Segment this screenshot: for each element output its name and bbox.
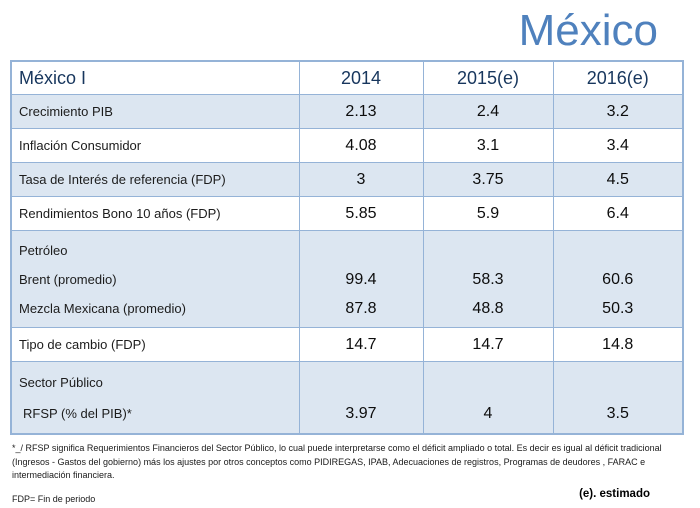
footnote-fdp: FDP= Fin de periodo	[12, 493, 96, 504]
empty-line	[554, 236, 683, 265]
row-label: Brent (promedio)	[19, 272, 117, 287]
table-row-tasa-interes: Tasa de Interés de referencia (FDP) 3 3.…	[10, 162, 684, 197]
estimated-note: (e). estimado	[579, 488, 650, 500]
empty-line	[424, 367, 553, 398]
petroleo-label-cell: Petróleo Brent (promedio) Mezcla Mexican…	[10, 230, 300, 328]
sector-2015e-cell: 4	[422, 361, 554, 435]
petroleo-2015e-cell: 58.3 48.8	[422, 230, 554, 328]
cell-value: 4.5	[552, 162, 684, 197]
cell-value: 6.4	[552, 196, 684, 231]
cell-value: 60.6	[602, 270, 634, 288]
page-title: México	[518, 6, 658, 55]
table-header-2015e: 2015(e)	[422, 60, 554, 95]
cell-value: 5.85	[298, 196, 424, 231]
empty-line	[424, 236, 553, 265]
cell-value: 50.3	[602, 299, 634, 317]
footnote-rfsp: *_/ RFSP significa Requerimientos Financ…	[12, 443, 662, 480]
cell-value: 4	[483, 404, 493, 422]
group-label: Petróleo	[19, 243, 68, 258]
row-label: Rendimientos Bono 10 años (FDP)	[10, 196, 300, 231]
row-label: Inflación Consumidor	[10, 128, 300, 163]
sector-2014-cell: 3.97	[298, 361, 424, 435]
petroleo-2014-cell: 99.4 87.8	[298, 230, 424, 328]
sector-publico-label-cell: Sector Público RFSP (% del PIB)*	[10, 361, 300, 435]
cell-value: 14.8	[552, 327, 684, 362]
group-label: Sector Público	[19, 375, 103, 390]
table-row-petroleo-group: Petróleo Brent (promedio) Mezcla Mexican…	[10, 230, 684, 328]
table-header-2014: 2014	[298, 60, 424, 95]
cell-value: 2.13	[298, 94, 424, 129]
cell-value: 3.1	[422, 128, 554, 163]
table-header-2016e: 2016(e)	[552, 60, 684, 95]
table-row-rendimientos-bono: Rendimientos Bono 10 años (FDP) 5.85 5.9…	[10, 196, 684, 231]
table-row-tipo-cambio: Tipo de cambio (FDP) 14.7 14.7 14.8	[10, 327, 684, 362]
table-row-inflacion: Inflación Consumidor 4.08 3.1 3.4	[10, 128, 684, 163]
table-row-crecimiento-pib: Crecimiento PIB 2.13 2.4 3.2	[10, 94, 684, 129]
row-label: Mezcla Mexicana (promedio)	[19, 301, 186, 316]
cell-value: 3.2	[552, 94, 684, 129]
cell-value: 48.8	[472, 299, 504, 317]
cell-value: 3.4	[552, 128, 684, 163]
cell-value: 99.4	[345, 270, 377, 288]
row-label: RFSP (% del PIB)*	[23, 406, 132, 421]
row-label: Crecimiento PIB	[10, 94, 300, 129]
mexico-indicators-table: México I 2014 2015(e) 2016(e) Crecimient…	[10, 60, 684, 435]
cell-value: 3.97	[345, 404, 377, 422]
cell-value: 3.5	[606, 404, 629, 422]
table-header-row: México I 2014 2015(e) 2016(e)	[10, 60, 684, 95]
row-label: Tasa de Interés de referencia (FDP)	[10, 162, 300, 197]
sector-2016e-cell: 3.5	[552, 361, 684, 435]
empty-line	[300, 236, 423, 265]
empty-line	[300, 367, 423, 398]
cell-value: 87.8	[345, 299, 377, 317]
cell-value: 5.9	[422, 196, 554, 231]
cell-value: 58.3	[472, 270, 504, 288]
cell-value: 2.4	[422, 94, 554, 129]
table-header-title: México I	[10, 60, 300, 95]
cell-value: 3.75	[422, 162, 554, 197]
cell-value: 3	[298, 162, 424, 197]
row-label: Tipo de cambio (FDP)	[10, 327, 300, 362]
empty-line	[554, 367, 683, 398]
cell-value: 14.7	[422, 327, 554, 362]
table-row-sector-publico-group: Sector Público RFSP (% del PIB)* 3.97 4 …	[10, 361, 684, 435]
cell-value: 14.7	[298, 327, 424, 362]
cell-value: 4.08	[298, 128, 424, 163]
petroleo-2016e-cell: 60.6 50.3	[552, 230, 684, 328]
